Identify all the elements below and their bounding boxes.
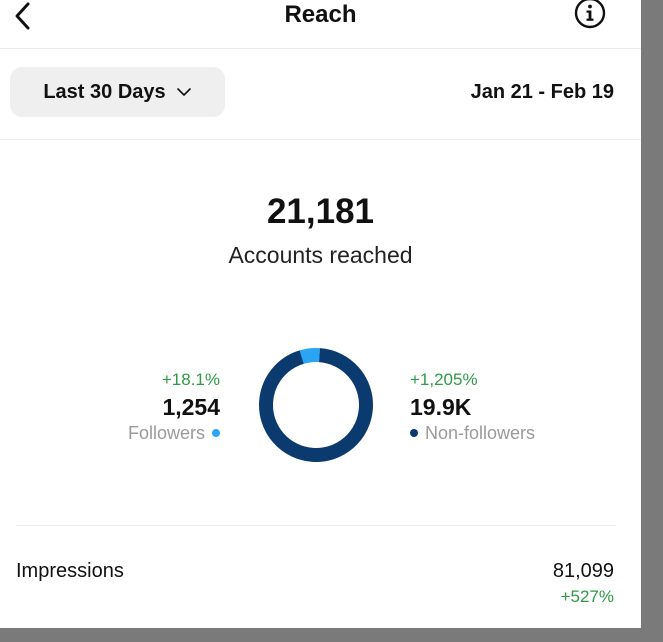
impressions-delta: +527% bbox=[560, 587, 614, 606]
date-range-dropdown-label: Last 30 Days bbox=[43, 80, 166, 103]
followers-stat: +18.1% 1,254 Followers bbox=[128, 370, 220, 444]
date-range-text: Jan 21 - Feb 19 bbox=[470, 81, 614, 103]
followers-value: 1,254 bbox=[162, 394, 220, 420]
followers-label: Followers bbox=[127, 423, 205, 443]
donut-slice-non-followers bbox=[259, 348, 373, 462]
info-button[interactable] bbox=[572, 0, 608, 30]
non-followers-value: 19.9K bbox=[410, 394, 472, 420]
donut-slice-followers bbox=[259, 348, 373, 462]
reach-insights-screen: Reach Last 30 Days Jan 21 - Feb 19 21,18… bbox=[0, 0, 641, 628]
impressions-value: 81,099 bbox=[552, 560, 614, 582]
date-range-dropdown[interactable]: Last 30 Days bbox=[10, 67, 225, 117]
followers-delta: +18.1% bbox=[161, 370, 220, 389]
chevron-left-icon bbox=[15, 2, 30, 30]
divider bbox=[16, 525, 616, 526]
chevron-down-icon bbox=[176, 87, 192, 97]
accounts-reached-label: Accounts reached bbox=[228, 242, 413, 268]
back-button[interactable] bbox=[6, 0, 40, 32]
non-followers-stat: +1,205% 19.9K Non-followers bbox=[410, 370, 535, 444]
reach-donut-chart bbox=[259, 348, 373, 462]
top-bar: Reach bbox=[0, 0, 641, 49]
followers-dot bbox=[212, 429, 220, 437]
filter-row: Last 30 Days Jan 21 - Feb 19 bbox=[0, 49, 641, 140]
info-icon bbox=[574, 0, 606, 29]
non-followers-delta: +1,205% bbox=[410, 370, 478, 389]
page-title: Reach bbox=[284, 1, 357, 28]
impressions-label: Impressions bbox=[16, 560, 124, 582]
non-followers-legend: Non-followers bbox=[410, 422, 535, 444]
accounts-reached-value: 21,181 bbox=[266, 192, 375, 231]
non-followers-label: Non-followers bbox=[425, 423, 536, 443]
non-followers-dot bbox=[410, 429, 418, 437]
followers-legend: Followers bbox=[128, 422, 220, 444]
